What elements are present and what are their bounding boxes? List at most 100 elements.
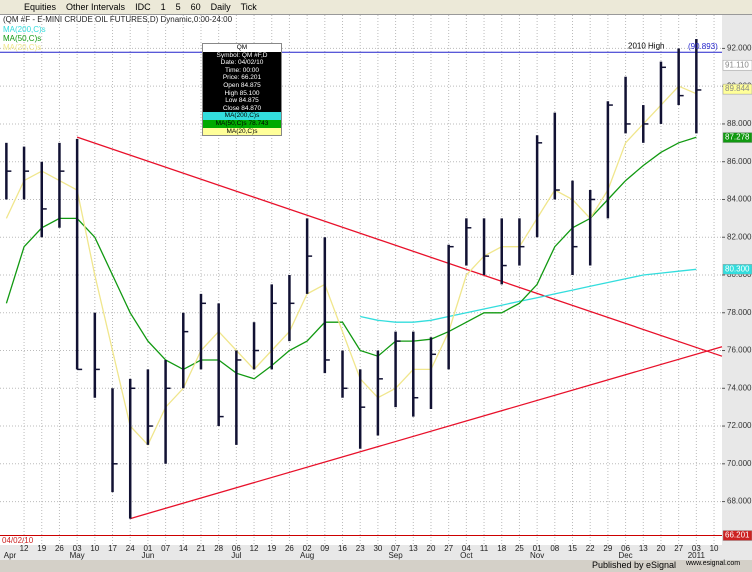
x-tick-label: 19 — [37, 544, 46, 553]
x-tick-label: 16 — [338, 544, 347, 553]
x-month-label: Aug — [300, 551, 314, 560]
y-tick-label: 92.000 — [727, 44, 752, 53]
y-tick-label: 80.000 — [727, 270, 752, 279]
data-window-line: Date: 04/02/10 — [220, 59, 264, 67]
x-tick-label: 29 — [603, 544, 612, 553]
ma-line — [5, 136, 697, 380]
chart-title: (QM #F - E-MINI CRUDE OIL FUTURES,D) Dyn… — [3, 15, 233, 24]
toolbar-item: 60 — [190, 2, 201, 12]
x-tick-label: 09 — [320, 544, 329, 553]
value-tag-label: 91.110 — [725, 60, 749, 69]
x-month-label: Apr — [4, 551, 17, 560]
x-month-label: 2011 — [688, 551, 706, 560]
x-tick-label: 27 — [674, 544, 683, 553]
y-tick-label: 82.000 — [727, 232, 752, 241]
x-month-label: May — [70, 551, 85, 560]
x-month-label: Jul — [231, 551, 241, 560]
legend-entry: MA(50,C)s — [3, 34, 41, 43]
x-tick-label: 12 — [20, 544, 29, 553]
x-tick-label: 12 — [250, 544, 259, 553]
y-tick-label: 78.000 — [727, 308, 752, 317]
x-tick-label: 26 — [55, 544, 64, 553]
x-tick-label: 11 — [480, 544, 489, 553]
data-window-line: Low 84.875 — [225, 97, 259, 105]
toolbar-item: Daily — [210, 2, 231, 12]
y-tick-label: 88.000 — [727, 119, 752, 128]
footer-left: Published by eSignal — [592, 560, 677, 570]
data-window-line: Open 84.875 — [223, 81, 261, 89]
x-axis-bg — [0, 545, 722, 560]
x-tick-label: 25 — [515, 544, 524, 553]
x-tick-label: 06 — [621, 544, 630, 553]
data-window-line: Symbol: QM #F,D — [216, 51, 268, 59]
x-tick-label: 30 — [373, 544, 382, 553]
chart: (QM #F - E-MINI CRUDE OIL FUTURES,D) Dyn… — [0, 15, 752, 560]
data-window-study: MA(20,C)s — [203, 127, 281, 136]
x-tick-label: 04 — [462, 544, 471, 553]
x-tick-label: 28 — [214, 544, 223, 553]
x-month-label: Oct — [460, 551, 473, 560]
trendline — [130, 346, 723, 520]
x-tick-label: 03 — [73, 544, 82, 553]
toolbar-item: Other Intervals — [66, 2, 126, 12]
ma-line — [5, 85, 697, 447]
y-tick-label: 86.000 — [727, 157, 752, 166]
trendline — [76, 136, 723, 357]
y-axis-bg — [722, 15, 752, 560]
x-tick-label: 21 — [197, 544, 206, 553]
x-tick-label: 01 — [533, 544, 542, 553]
x-tick-label: 13 — [639, 544, 648, 553]
toolbar-item: IDC — [135, 2, 151, 12]
data-window-title: QM — [203, 44, 281, 52]
x-month-label: Jun — [141, 551, 154, 560]
data-window: QM Symbol: QM #F,D Date: 04/02/10 Time: 00… — [202, 43, 282, 137]
peak-label: (90.893) — [688, 42, 718, 51]
toolbar-item: Tick — [240, 2, 257, 12]
data-window-study: MA(200,C)s — [203, 112, 281, 120]
toolbar-item: Equities — [24, 2, 57, 12]
x-tick-label: 24 — [126, 544, 135, 553]
x-tick-label: 07 — [391, 544, 400, 553]
x-tick-label: 26 — [285, 544, 294, 553]
value-tag — [722, 83, 752, 95]
toolbar: Equities Other Intervals IDC 1 5 60 Daily Tick — [0, 0, 752, 15]
x-tick-label: 20 — [427, 544, 436, 553]
x-month-label: Nov — [530, 551, 544, 560]
y-tick-label: 84.000 — [727, 195, 752, 204]
value-tag-label: 87.278 — [725, 133, 750, 142]
x-month-label: Dec — [618, 551, 632, 560]
x-tick-label: 23 — [356, 544, 365, 553]
value-tag — [722, 59, 752, 71]
x-tick-label: 02 — [303, 544, 312, 553]
value-tag-label: 89.844 — [725, 84, 750, 93]
footer-right: www.esignal.com — [686, 560, 741, 567]
toolbar-item: 5 — [175, 2, 181, 12]
start-label: 04/02/10 — [2, 536, 34, 545]
legend-entry: MA(20,C)s — [3, 43, 41, 52]
x-tick-label: 22 — [586, 544, 595, 553]
x-tick-label: 10 — [90, 544, 99, 553]
data-window-study: MA(50,C)s 78.743 — [203, 119, 281, 128]
data-window-line: Close 84.870 — [222, 104, 262, 112]
value-tag — [722, 530, 752, 541]
x-tick-label: 17 — [108, 544, 117, 553]
toolbar-item: 1 — [160, 2, 166, 12]
x-tick-label: 14 — [179, 544, 188, 553]
x-tick-label: 07 — [161, 544, 170, 553]
y-tick-label: 70.000 — [727, 459, 752, 468]
data-window-line: Time: 00:00 — [224, 66, 260, 74]
x-tick-label: 27 — [444, 544, 453, 553]
legend-entry: MA(200,C)s — [3, 25, 46, 34]
x-tick-label: 08 — [550, 544, 559, 553]
y-tick-label: 72.000 — [727, 421, 752, 430]
ma-line — [360, 268, 697, 323]
footer: Published by eSignal www.esignal.com — [0, 560, 752, 572]
plot-bg — [0, 15, 722, 545]
data-window-line: Price: 66.201 — [222, 74, 262, 82]
x-tick-label: 01 — [143, 544, 152, 553]
x-tick-label: 18 — [497, 544, 506, 553]
h-line-label: 2010 High — [628, 41, 664, 50]
x-tick-label: 13 — [409, 544, 418, 553]
x-tick-label: 20 — [657, 544, 666, 553]
